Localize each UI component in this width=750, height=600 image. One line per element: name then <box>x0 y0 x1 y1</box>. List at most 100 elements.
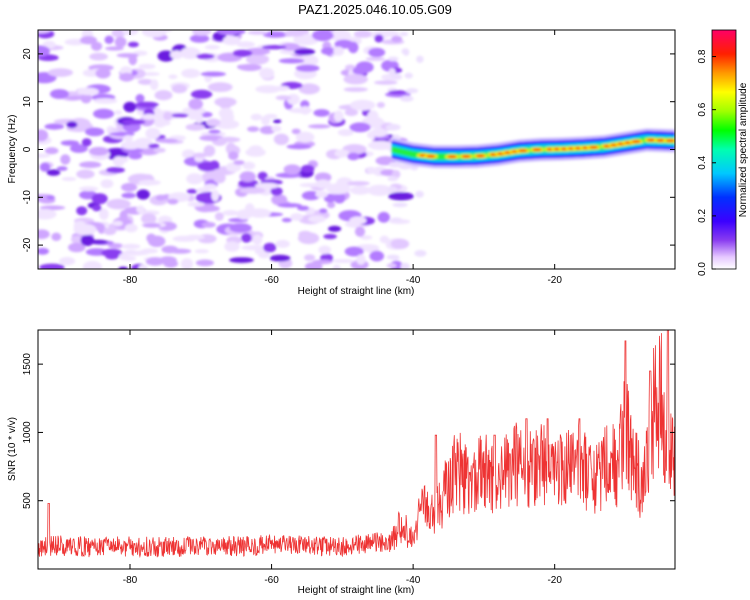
colorbar-tick-label: 0.0 <box>697 262 708 276</box>
noise-blob <box>376 102 385 108</box>
noise-blob <box>148 143 160 149</box>
noise-blob <box>76 169 95 179</box>
x-tick-label: -40 <box>406 275 421 286</box>
noise-blob <box>154 90 173 101</box>
noise-blob <box>81 138 92 147</box>
noise-blob <box>159 256 177 265</box>
noise-blob <box>121 140 141 150</box>
noise-blob <box>99 208 109 220</box>
noise-blob <box>374 80 398 85</box>
noise-blob <box>255 85 281 94</box>
noise-blob <box>213 172 226 184</box>
noise-blob <box>315 179 331 189</box>
noise-blob <box>278 58 305 64</box>
noise-blob <box>150 79 159 91</box>
noise-blob <box>38 247 49 255</box>
noise-blob <box>379 235 390 244</box>
noise-blob <box>128 152 143 160</box>
noise-blob <box>39 162 51 172</box>
spectrogram-noise-blobs <box>38 30 427 269</box>
noise-blob <box>274 85 290 92</box>
noise-blob <box>141 213 157 225</box>
noise-blob <box>73 223 97 236</box>
noise-blob <box>38 30 52 34</box>
noise-blob <box>200 71 226 77</box>
noise-blob <box>349 185 371 195</box>
y-tick-label: 0 <box>22 146 33 152</box>
noise-blob <box>261 45 287 50</box>
noise-blob <box>76 87 100 96</box>
noise-blob <box>241 233 252 243</box>
noise-blob <box>214 119 240 130</box>
noise-blob <box>398 163 413 170</box>
noise-blob <box>211 189 220 202</box>
noise-blob <box>323 233 337 240</box>
noise-blob <box>263 242 277 253</box>
noise-blob <box>333 192 346 204</box>
noise-blob <box>138 179 161 186</box>
y-tick-label: 1000 <box>22 421 33 444</box>
noise-blob <box>377 211 390 223</box>
y-tick-label: 20 <box>22 48 33 60</box>
noise-blob <box>247 126 260 132</box>
noise-blob <box>229 257 254 263</box>
noise-blob <box>123 101 137 113</box>
noise-blob <box>76 206 88 216</box>
noise-blob <box>326 183 351 195</box>
snr-plot-area <box>38 330 675 569</box>
noise-blob <box>167 198 179 205</box>
noise-blob <box>400 262 410 269</box>
noise-blob <box>387 56 399 62</box>
noise-blob <box>186 173 204 185</box>
x-tick-label: -20 <box>547 275 562 286</box>
noise-blob <box>146 233 157 243</box>
spectrogram-x-ticks: -80 -60 -40 -20 <box>123 30 562 286</box>
noise-blob <box>388 68 396 76</box>
noise-blob <box>321 47 336 55</box>
noise-blob <box>332 264 341 269</box>
noise-blob <box>138 264 148 269</box>
noise-blob <box>222 210 239 216</box>
noise-blob <box>128 54 138 66</box>
colorbar-label: Normalized spectral amplitude <box>738 82 749 217</box>
noise-blob <box>277 203 302 208</box>
noise-blob <box>108 243 124 249</box>
noise-blob <box>414 250 427 257</box>
noise-blob <box>343 74 368 85</box>
noise-blob <box>141 30 167 38</box>
noise-blob <box>328 225 342 232</box>
noise-blob <box>331 259 356 263</box>
noise-blob <box>66 121 78 129</box>
noise-blob <box>122 119 146 125</box>
noise-blob <box>168 74 178 80</box>
noise-blob <box>145 127 161 140</box>
noise-blob <box>182 106 206 115</box>
noise-blob <box>280 42 300 51</box>
noise-blob <box>349 99 376 111</box>
noise-blob <box>60 140 80 146</box>
spectrogram-y-ticks: -20 -10 0 10 20 <box>22 48 675 252</box>
noise-blob <box>308 124 331 129</box>
noise-blob <box>247 30 268 35</box>
noise-blob <box>80 234 95 246</box>
noise-blob <box>374 34 384 43</box>
noise-blob <box>138 63 156 70</box>
noise-blob <box>172 235 197 242</box>
noise-blob <box>387 186 398 193</box>
noise-blob <box>59 257 76 266</box>
noise-blob <box>344 108 359 117</box>
noise-blob <box>153 147 166 153</box>
noise-blob <box>388 161 402 168</box>
snr-y-ticks: 500 1000 1500 <box>22 353 675 509</box>
noise-blob <box>349 122 371 133</box>
colorbar-tick-label: 0.8 <box>697 49 708 63</box>
noise-blob <box>356 254 366 265</box>
noise-blob <box>353 30 373 38</box>
x-tick-label: -40 <box>406 575 421 586</box>
ridge-hotspot-core <box>665 139 675 142</box>
noise-blob <box>252 234 263 246</box>
noise-blob <box>226 241 236 250</box>
noise-blob <box>217 136 241 143</box>
noise-blob <box>121 243 141 250</box>
noise-blob <box>216 30 242 36</box>
